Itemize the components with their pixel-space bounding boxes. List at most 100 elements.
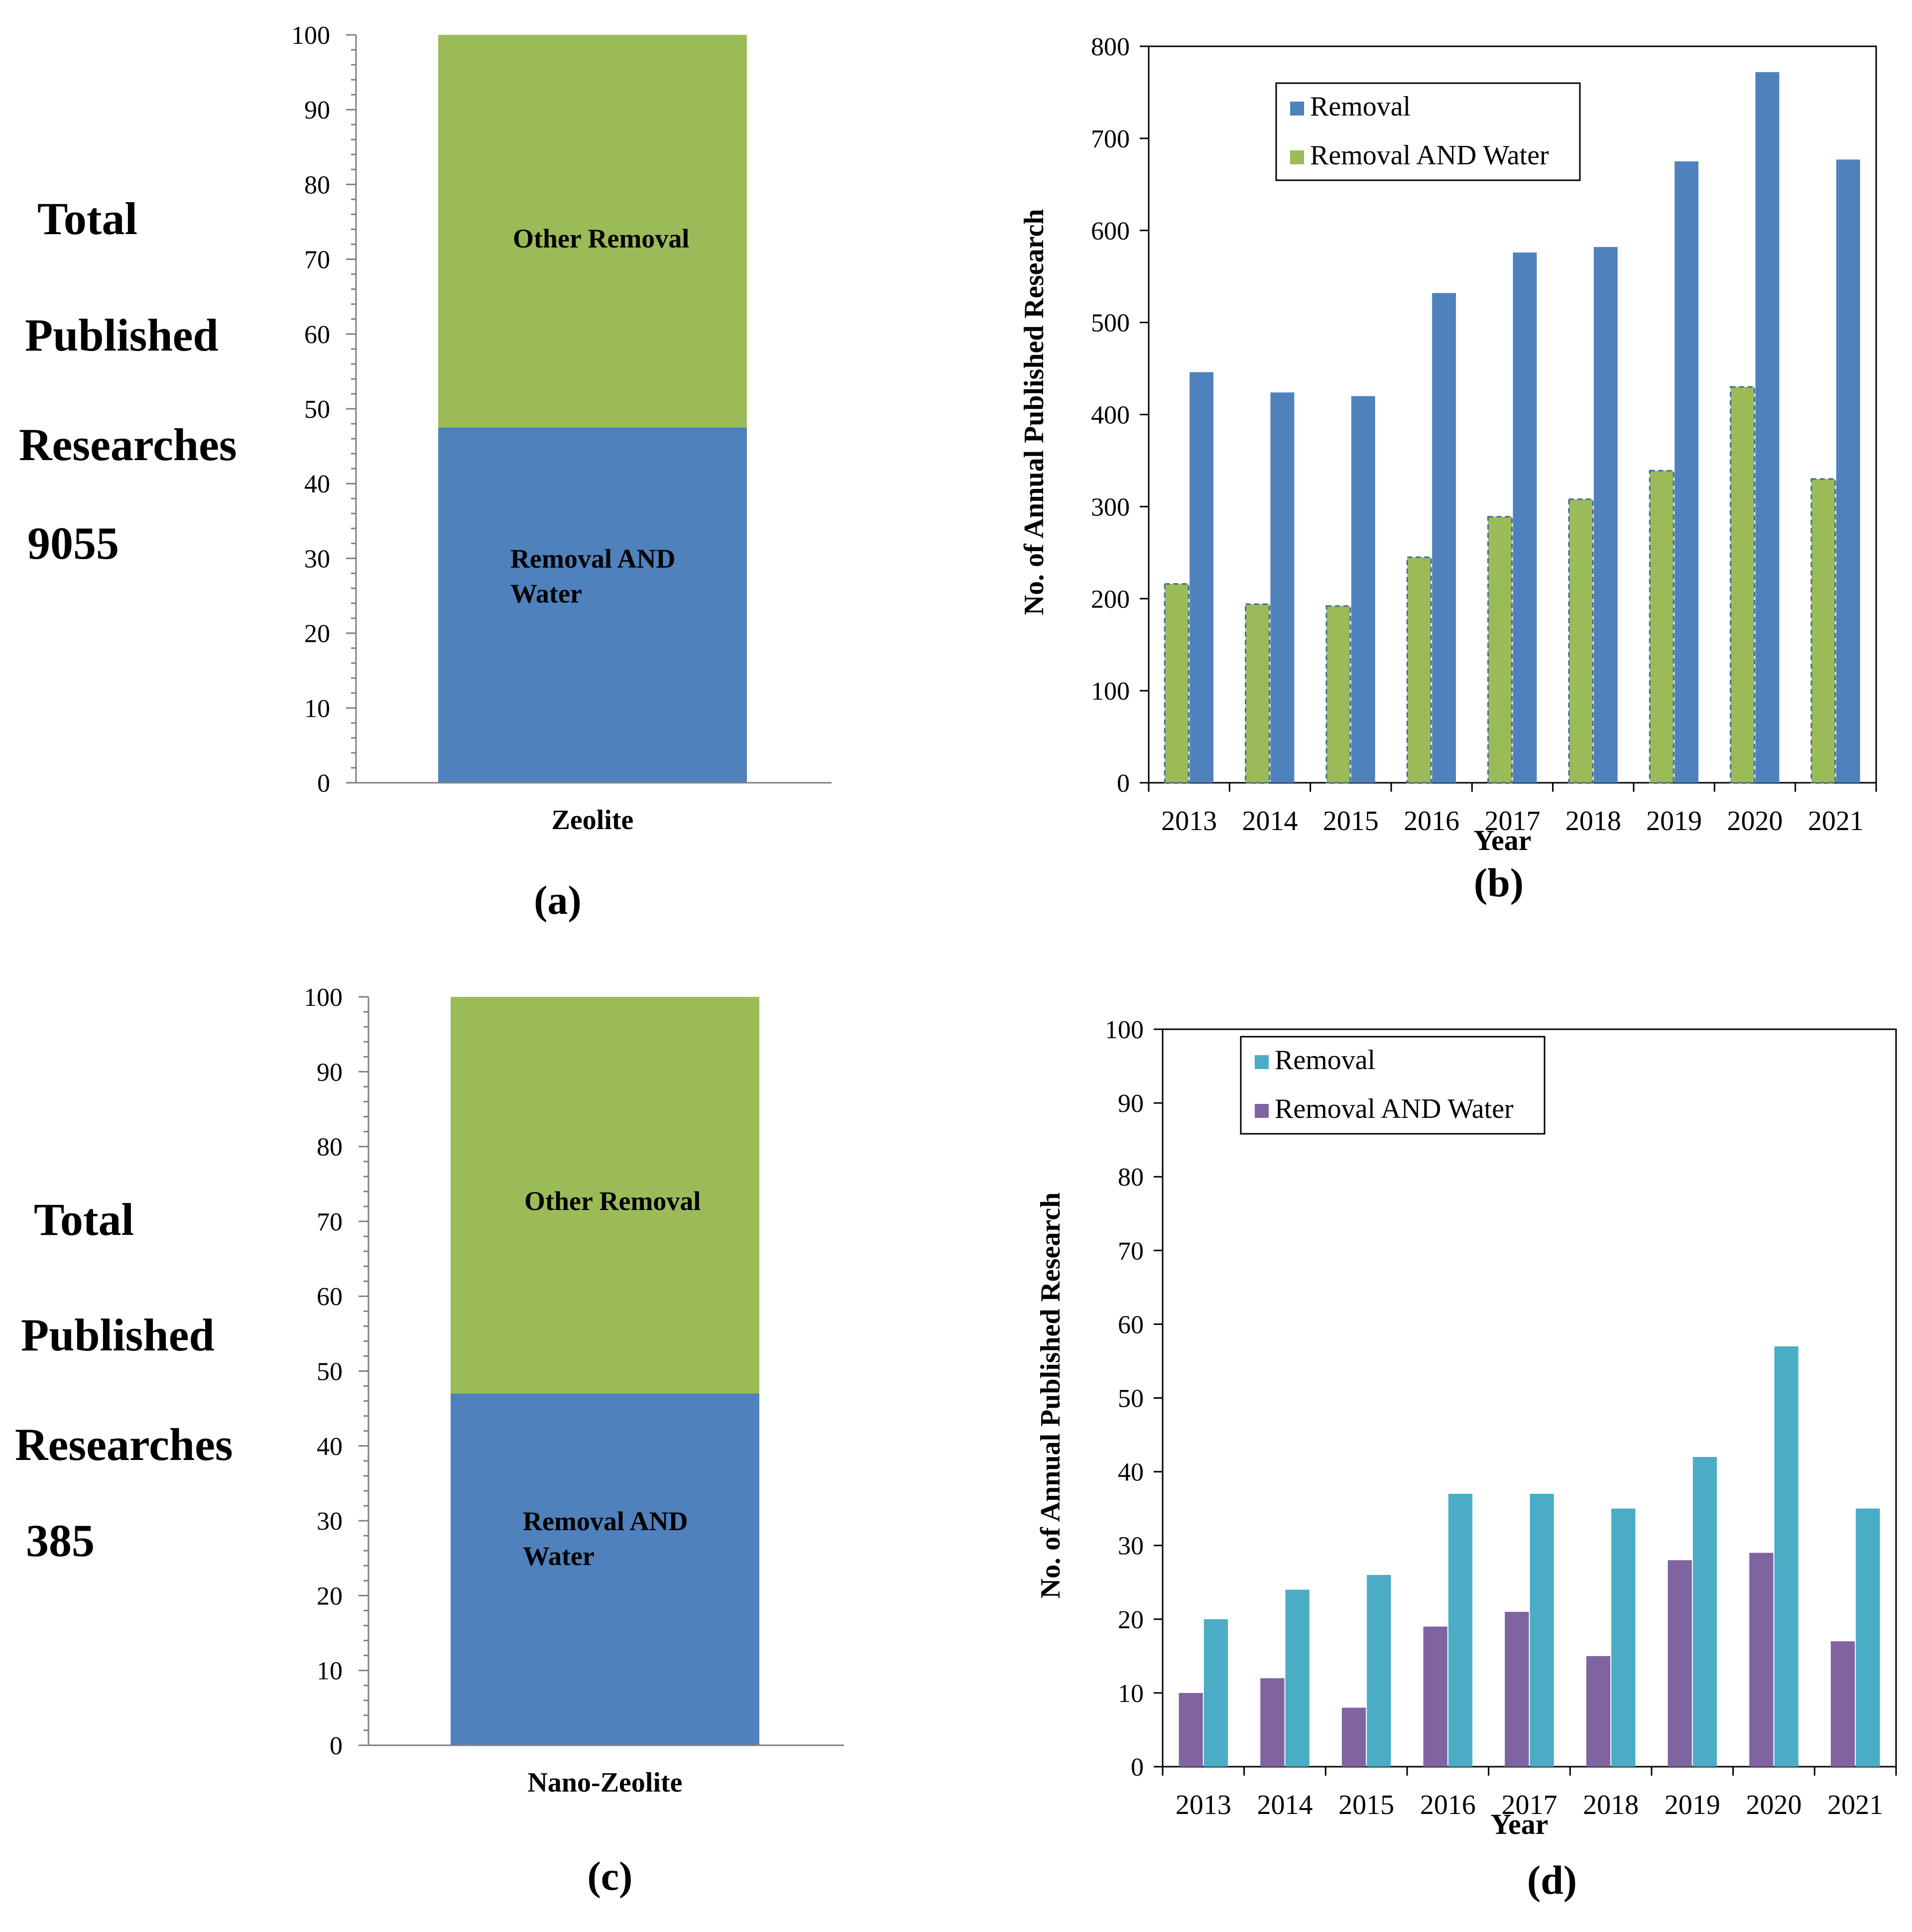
bar-removal-2013 — [1190, 372, 1214, 783]
y-tick-label: 70 — [304, 246, 330, 274]
y-tick-label: 0 — [317, 769, 330, 798]
legend-swatch-removal-and-water — [1255, 1104, 1269, 1118]
y-tick-label: 90 — [1118, 1089, 1144, 1118]
y-tick-label: 50 — [304, 395, 330, 424]
x-tick-label: 2013 — [1176, 1790, 1231, 1820]
x-tick-label: 2018 — [1583, 1790, 1639, 1820]
x-tick-label: 2016 — [1420, 1790, 1476, 1820]
x-tick-label: 2019 — [1646, 806, 1702, 837]
panel-b: 2013 2014 2015 2016 2017 2018 2019 2020 2021 0 100… — [1019, 33, 1877, 905]
x-tick-label: 2017 — [1485, 806, 1541, 837]
y-tick-label: 0 — [1117, 769, 1130, 798]
stack-segment-other-removal — [451, 997, 759, 1394]
legend-label: Removal AND Water — [1275, 1093, 1514, 1124]
bar-removal-and-water-2014 — [1245, 603, 1270, 784]
bar-removal-and-water-2021 — [1830, 1641, 1855, 1767]
y-tick-label: 40 — [1118, 1458, 1144, 1487]
x-tick-label: 2013 — [1161, 806, 1217, 837]
x-axis-title: Year — [1491, 1808, 1549, 1840]
x-tick-label: 2020 — [1727, 806, 1783, 837]
x-tick-label: 2016 — [1404, 806, 1459, 837]
y-tick-label: 80 — [1118, 1163, 1144, 1192]
y-tick-label: 300 — [1091, 493, 1130, 521]
segment-label: Removal AND — [523, 1506, 688, 1536]
bar-removal-and-water-2021 — [1810, 478, 1836, 784]
y-tick-label: 40 — [317, 1433, 343, 1461]
y-tick-label: 60 — [1118, 1311, 1144, 1339]
bar-removal-and-water-2016 — [1423, 1626, 1447, 1767]
bar-removal-and-water-2013 — [1164, 583, 1190, 784]
y-tick-label: 60 — [304, 321, 330, 349]
bar-removal-2017 — [1513, 252, 1537, 783]
x-tick-label: 2014 — [1242, 806, 1298, 837]
legend-label: Removal — [1310, 91, 1411, 122]
x-tick-label: 2021 — [1808, 806, 1864, 837]
y-tick-label: 10 — [317, 1657, 343, 1686]
y-tick-label: 500 — [1091, 309, 1130, 338]
side-text-line: Total — [34, 1194, 134, 1245]
y-tick-label: 20 — [317, 1582, 343, 1610]
segment-label: Other Removal — [524, 1186, 701, 1216]
bar-removal-2019 — [1692, 1456, 1717, 1767]
y-tick-label: 80 — [304, 171, 330, 199]
legend-box — [1275, 82, 1581, 181]
side-text-line: Researches — [19, 419, 237, 470]
y-axis-title: No. of Annual Published Research — [1019, 209, 1050, 615]
segment-label: Water — [510, 579, 582, 608]
bar-removal-2014 — [1285, 1589, 1310, 1767]
y-tick-label: 10 — [304, 695, 330, 723]
y-tick-label: 20 — [1118, 1606, 1144, 1634]
bar-removal-and-water-2013 — [1179, 1692, 1203, 1767]
legend-label: Removal AND Water — [1310, 140, 1549, 171]
y-tick-label: 90 — [317, 1058, 343, 1087]
y-tick-label: 70 — [317, 1208, 343, 1236]
y-tick-label: 30 — [304, 545, 330, 573]
bar-removal-2021 — [1856, 1508, 1880, 1767]
bar-removal-2014 — [1270, 392, 1295, 783]
bar-removal-and-water-2014 — [1260, 1678, 1285, 1767]
panel-c: Removal AND Water Other Removal 0 10 20 30 40 50… — [15, 983, 844, 1899]
segment-label: Other Removal — [513, 224, 689, 253]
y-tick-label: 60 — [317, 1283, 343, 1311]
legend-box — [1240, 1036, 1546, 1135]
legend-swatch-removal-and-water — [1290, 150, 1304, 164]
legend-label: Removal — [1275, 1045, 1375, 1076]
y-tick-label: 0 — [1131, 1753, 1144, 1782]
stack-segment-removal-and-water — [438, 427, 747, 783]
bar-removal-2020 — [1774, 1346, 1798, 1767]
y-tick-label: 30 — [1118, 1532, 1144, 1561]
bar-removal-and-water-2019 — [1668, 1560, 1692, 1767]
stack-segment-other-removal — [438, 35, 747, 428]
bar-removal-2020 — [1755, 72, 1780, 783]
legend-swatch-removal — [1290, 102, 1304, 116]
bar-removal-and-water-2019 — [1649, 470, 1674, 784]
y-tick-label: 90 — [304, 96, 330, 124]
bar-removal-2015 — [1367, 1574, 1391, 1767]
segment-label: Removal AND — [510, 544, 675, 574]
y-tick-label: 40 — [304, 470, 330, 498]
y-tick-label: 700 — [1091, 125, 1130, 153]
y-tick-label: 200 — [1091, 585, 1130, 613]
x-tick-label: 2014 — [1257, 1790, 1313, 1820]
x-axis-title: Year — [1474, 824, 1532, 856]
y-tick-label: 100 — [304, 983, 343, 1012]
panel-caption: (c) — [587, 1853, 632, 1899]
side-text-line: Published — [21, 1310, 215, 1360]
x-tick-label: 2015 — [1323, 806, 1379, 837]
y-tick-label: 30 — [317, 1507, 343, 1536]
y-tick-label: 100 — [1091, 677, 1130, 706]
panel-d: 2013 2014 2015 2016 2017 2018 2019 2020 2021 0 10 2… — [1035, 1016, 1897, 1903]
side-text-line: Researches — [15, 1419, 233, 1470]
x-tick-label: 2018 — [1565, 806, 1621, 837]
y-tick-label: 100 — [1105, 1016, 1144, 1044]
y-tick-label: 400 — [1091, 401, 1130, 430]
bar-removal-2013 — [1203, 1619, 1228, 1767]
category-label: Nano-Zeolite — [527, 1767, 682, 1798]
y-tick-label: 100 — [291, 21, 330, 50]
y-tick-label: 70 — [1118, 1237, 1144, 1265]
x-tick-label: 2019 — [1665, 1790, 1720, 1820]
bar-removal-and-water-2015 — [1341, 1707, 1366, 1767]
category-label: Zeolite — [552, 805, 634, 836]
bar-removal-2021 — [1836, 159, 1860, 783]
